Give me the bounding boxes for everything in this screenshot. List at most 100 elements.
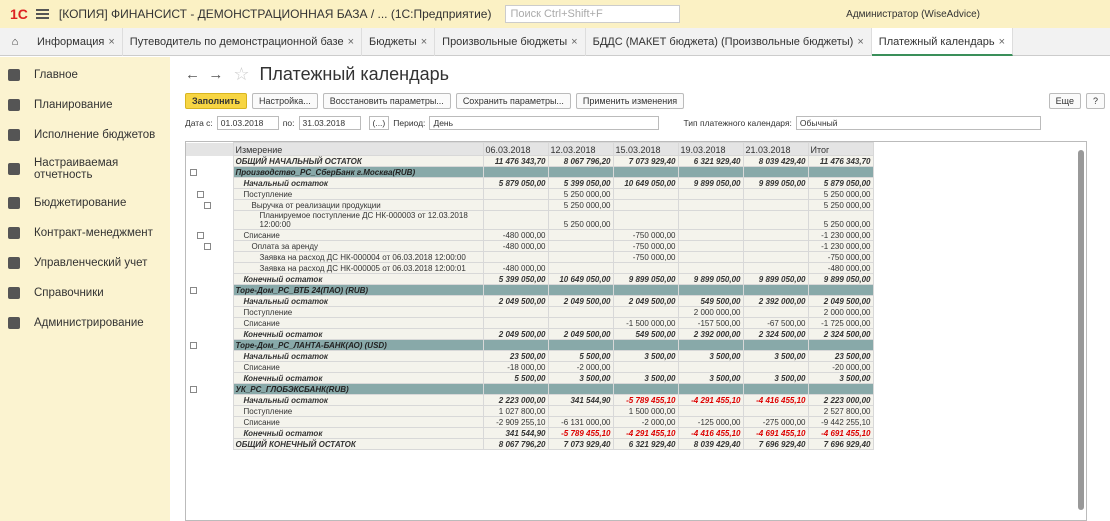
tab-close[interactable]: × <box>108 35 115 48</box>
report-table: Измерение 06.03.2018 12.03.2018 15.03.2018 1… <box>186 142 874 450</box>
cell <box>742 383 809 395</box>
cell: -1 230 000,00 <box>807 240 874 252</box>
tree-gutter <box>186 394 234 406</box>
cell: 3 500,00 <box>677 372 744 384</box>
tab[interactable]: БДДС (МАКЕТ бюджета) (Произвольные бюдже… <box>586 27 872 56</box>
row-label: ОБЩИЙ КОНЕЧНЫЙ ОСТАТОК <box>232 438 484 450</box>
cell <box>612 188 679 200</box>
tab-label: БДДС (МАКЕТ бюджета) (Произвольные бюдже… <box>592 35 854 48</box>
tab[interactable]: Платежный календарь × <box>871 27 1014 56</box>
tab[interactable]: Бюджеты × <box>362 27 436 56</box>
tree-toggle[interactable] <box>190 385 197 393</box>
type-input[interactable]: Обычный <box>795 116 1041 130</box>
fill-button[interactable]: Заполнить <box>185 93 247 109</box>
row: Выручка от реализации продукции 5 250 000… <box>186 199 874 211</box>
menu-item[interactable]: Администрирование <box>0 315 170 331</box>
cell <box>677 361 744 373</box>
column-header: Итог <box>807 142 874 156</box>
menu-label: Главное <box>34 69 78 81</box>
menu-icon <box>8 257 20 269</box>
menu-item[interactable]: Исполнение бюджетов <box>0 127 170 143</box>
date-input[interactable]: 31.03.2018 <box>298 116 361 130</box>
row-label: Поступление <box>232 405 484 417</box>
tree-toggle[interactable] <box>190 168 197 176</box>
user-name[interactable]: Администратор (WiseAdvice) <box>846 8 980 20</box>
tab-close[interactable]: × <box>347 35 355 48</box>
menu-icon <box>8 129 20 141</box>
tree-toggle[interactable] <box>197 190 204 198</box>
cell: 3 500,00 <box>807 372 874 384</box>
menu-item[interactable]: Планирование <box>0 97 170 113</box>
cell: 23 500,00 <box>807 350 874 362</box>
row: Заявка на расход ДС НК-000004 от 06.03.2… <box>186 251 874 263</box>
row: Поступление 5 250 000,00 5 250 000,00 <box>186 188 874 200</box>
cell: -9 442 255,10 <box>807 416 874 428</box>
favorite-star[interactable]: ☆ <box>233 63 250 84</box>
tree-gutter <box>186 438 234 450</box>
cell: -4 691 455,10 <box>807 427 874 439</box>
home-icon[interactable]: ⌂ <box>11 35 19 48</box>
tab[interactable]: Путеводитель по демонстрационной базе × <box>123 27 363 56</box>
row: Поступление 2 000 000,00 2 000 000,00 <box>186 306 874 318</box>
cell: 9 899 050,00 <box>807 273 874 285</box>
menu-item[interactable]: Настраиваемая отчетность <box>0 157 170 181</box>
tab-close[interactable]: × <box>998 35 1006 48</box>
cell: 2 049 500,00 <box>482 328 549 340</box>
cell: 5 399 050,00 <box>482 273 549 285</box>
cell <box>482 284 549 296</box>
tree-toggle[interactable] <box>204 201 211 209</box>
tab[interactable]: Произвольные бюджеты × <box>435 27 586 56</box>
more-button[interactable]: Еще <box>1048 93 1081 109</box>
period-button[interactable]: (...) <box>368 116 390 130</box>
menu-item[interactable]: Контракт-менеджмент <box>0 225 170 241</box>
cell: 2 324 500,00 <box>807 328 874 340</box>
row-label: Списание <box>232 229 484 241</box>
search-box[interactable]: Поиск Ctrl+Shift+F <box>505 5 681 23</box>
cell <box>482 166 549 178</box>
tree-gutter <box>186 188 234 200</box>
menu-item[interactable]: Управленческий учет <box>0 255 170 271</box>
cell: -275 000,00 <box>742 416 809 428</box>
menu-button[interactable] <box>35 9 49 19</box>
row-label: Конечный остаток <box>232 372 484 384</box>
tree-gutter <box>186 317 234 329</box>
cell: -18 000,00 <box>482 361 549 373</box>
cell <box>742 188 809 200</box>
tree-toggle[interactable] <box>190 286 197 294</box>
tab-label: Путеводитель по демонстрационной базе <box>129 35 344 48</box>
menu-item[interactable]: Главное <box>0 67 170 83</box>
cell: 1 500 000,00 <box>612 405 679 417</box>
tree-gutter <box>186 339 234 351</box>
cell: 6 321 929,40 <box>612 438 679 450</box>
row: Оплата за аренду -480 000,00 -750 000,00 -1… <box>186 240 874 252</box>
tab-close[interactable]: × <box>857 35 864 48</box>
scrollbar[interactable] <box>1078 150 1084 510</box>
period-input[interactable]: День <box>429 116 660 130</box>
cell: -4 416 455,10 <box>677 427 744 439</box>
window-title: [КОПИЯ] ФИНАНСИСТ - ДЕМОНСТРАЦИОННАЯ БАЗ… <box>58 7 492 21</box>
save-button[interactable]: Сохранить параметры... <box>455 93 571 109</box>
apply-button[interactable]: Применить изменения <box>575 93 685 109</box>
menu-item[interactable]: Справочники <box>0 285 170 301</box>
cell: -480 000,00 <box>482 229 549 241</box>
restore-button[interactable]: Восстановить параметры... <box>322 93 451 109</box>
tree-toggle[interactable] <box>197 231 204 239</box>
row: Производство_РС_СберБанк г.Москва(RUB) <box>186 166 874 178</box>
tree-toggle[interactable] <box>204 242 211 250</box>
cell: 2 000 000,00 <box>677 306 744 318</box>
tab-close[interactable]: × <box>420 35 428 48</box>
settings-button[interactable]: Настройка... <box>251 93 318 109</box>
cell: 10 649 050,00 <box>612 177 679 189</box>
row: ОБЩИЙ КОНЕЧНЫЙ ОСТАТОК 8 067 796,20 7 073 … <box>186 438 874 450</box>
cell <box>677 284 744 296</box>
cell: 341 544,90 <box>482 427 549 439</box>
help-button[interactable]: ? <box>1085 93 1105 109</box>
column-header: 15.03.2018 <box>612 142 679 156</box>
row: Списание -2 909 255,10 -6 131 000,00 -2 000… <box>186 416 874 428</box>
date-input[interactable]: 01.03.2018 <box>216 116 279 130</box>
tab-close[interactable]: × <box>571 35 578 48</box>
nav-arrows[interactable]: ← → <box>185 65 224 83</box>
tab[interactable]: Информация × <box>30 27 123 56</box>
menu-item[interactable]: Бюджетирование <box>0 195 170 211</box>
tree-toggle[interactable] <box>190 341 197 349</box>
